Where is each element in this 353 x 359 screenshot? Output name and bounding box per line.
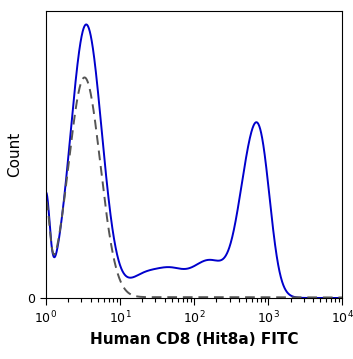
X-axis label: Human CD8 (Hit8a) FITC: Human CD8 (Hit8a) FITC (90, 332, 298, 347)
Y-axis label: Count: Count (7, 132, 22, 177)
